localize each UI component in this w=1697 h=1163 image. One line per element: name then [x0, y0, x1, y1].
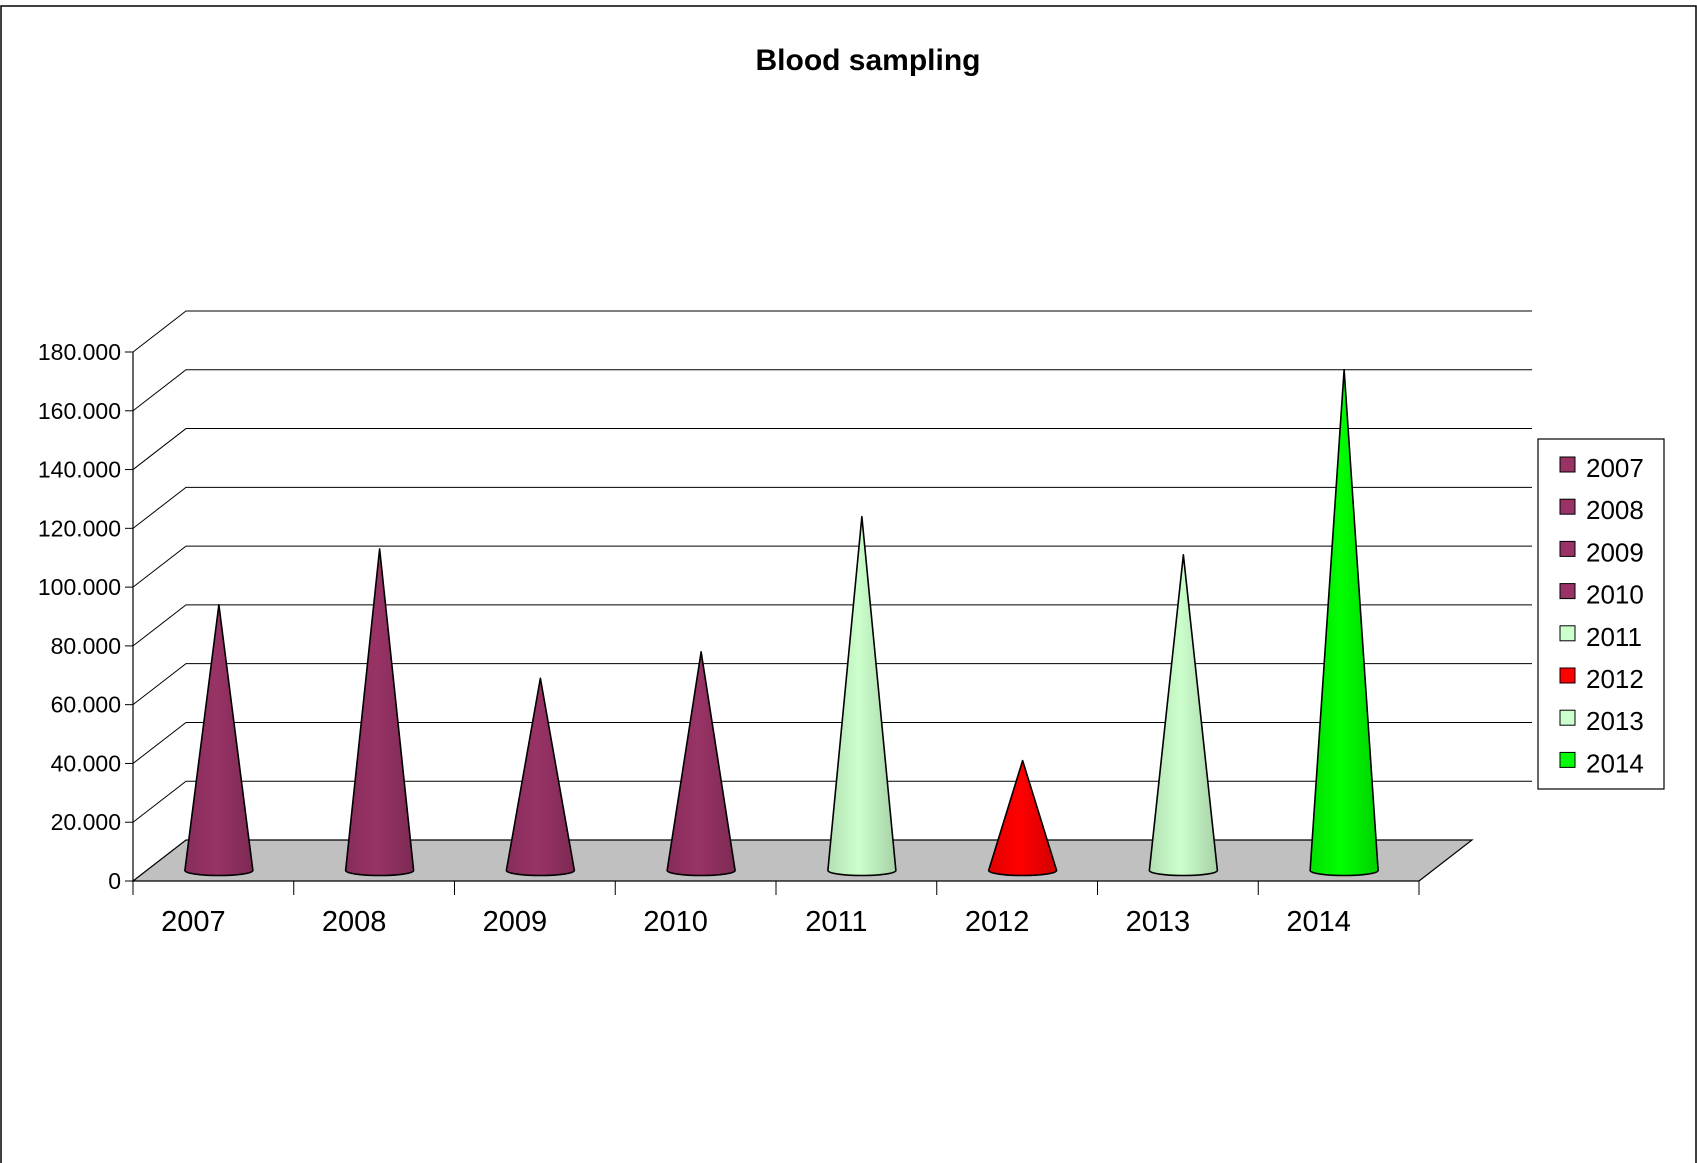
legend-swatch — [1559, 498, 1576, 515]
y-tick-label: 80.000 — [51, 633, 121, 659]
y-tick-label: 100.000 — [38, 574, 121, 600]
chart-floor — [131, 839, 1474, 882]
gridline — [132, 780, 1532, 823]
y-tick-label: 180.000 — [38, 339, 121, 365]
legend-swatch — [1559, 540, 1576, 557]
cone-bar-2011 — [827, 515, 897, 877]
y-tick-label: 60.000 — [51, 692, 121, 718]
y-tick-label: 140.000 — [38, 457, 121, 483]
legend-label: 2013 — [1586, 706, 1644, 736]
gridline — [132, 310, 1532, 353]
y-tick-label: 20.000 — [51, 809, 121, 835]
floor-layer — [131, 839, 1474, 882]
y-tick-label: 160.000 — [38, 398, 121, 424]
cone-bar-2009 — [505, 677, 576, 877]
gridline — [132, 604, 1532, 647]
x-tick-label: 2010 — [643, 906, 708, 938]
legend-swatch — [1559, 583, 1576, 600]
cone-bar-2013 — [1148, 554, 1219, 877]
legend-label: 2010 — [1586, 580, 1644, 610]
chart-title: Blood sampling — [756, 44, 981, 77]
legend: 2007 2008 2009 2010 2011 2012 2013 2014 — [1537, 438, 1665, 790]
legend-swatch — [1559, 625, 1576, 642]
y-tick-label: 0 — [108, 868, 121, 894]
gridline — [132, 663, 1532, 706]
cones — [184, 368, 1379, 877]
x-tick-label: 2011 — [805, 906, 867, 938]
y-tick-label: 120.000 — [38, 515, 121, 541]
chart-border — [0, 5, 1697, 1163]
x-tick-label: 2014 — [1286, 906, 1351, 938]
gridline — [132, 486, 1532, 529]
cone-bar-2008 — [344, 548, 415, 877]
legend-box — [1537, 438, 1665, 790]
cone-bar-2007 — [184, 604, 254, 877]
gridline — [132, 721, 1532, 764]
cone-bar-2014 — [1309, 368, 1379, 877]
legend-label: 2014 — [1586, 748, 1644, 778]
legend-label: 2012 — [1586, 664, 1644, 694]
legend-label: 2011 — [1586, 622, 1642, 652]
x-tick-label: 2007 — [161, 906, 226, 938]
gridline — [132, 545, 1532, 588]
y-tick-label: 40.000 — [51, 750, 121, 776]
gridlines — [132, 310, 1532, 823]
legend-swatch — [1559, 709, 1576, 726]
x-tick-label: 2009 — [483, 906, 548, 938]
axes: 0 20.000 40.000 60.000 80.000 100.000 120.000 1… — [38, 339, 1420, 938]
x-tick-label: 2013 — [1126, 906, 1191, 938]
legend-label: 2007 — [1586, 453, 1644, 483]
x-tick-label: 2012 — [965, 906, 1030, 938]
legend-swatch — [1559, 456, 1576, 473]
legend-swatch — [1559, 667, 1576, 684]
legend-label: 2008 — [1586, 495, 1644, 525]
cone-bar-2010 — [666, 651, 736, 877]
legend-label: 2009 — [1586, 537, 1644, 567]
gridline — [132, 428, 1532, 470]
x-tick-label: 2008 — [322, 906, 387, 938]
cone-bar-2012 — [987, 759, 1058, 877]
gridline — [132, 369, 1532, 412]
legend-swatch — [1559, 751, 1576, 768]
